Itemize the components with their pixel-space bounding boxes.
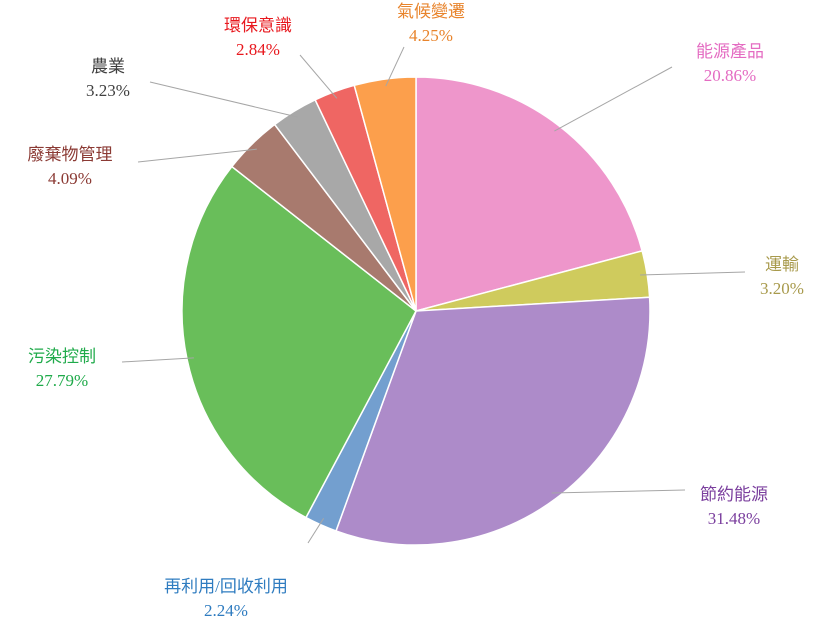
slice-label-value-6: 4.09% <box>48 169 92 188</box>
slice-label-value-4: 2.24% <box>204 601 248 620</box>
pie-slice-5 <box>181 165 417 519</box>
slice-label-value-3: 31.48% <box>708 509 760 528</box>
slice-labels: 能源產品 20.86% 運輸 3.20% 節約能源 31.48% 再利用/回收利用 2.24%… <box>28 2 804 620</box>
leader-line-6 <box>137 148 257 163</box>
slice-label-value-2: 3.20% <box>760 279 804 298</box>
leader-line-8 <box>299 54 338 99</box>
leader-line-4 <box>307 518 325 544</box>
slice-label-name-3: 節約能源 <box>700 485 768 504</box>
slice-label-name-9: 氣候變遷 <box>397 2 465 21</box>
slice-label-value-7: 3.23% <box>86 81 130 100</box>
pie-slices <box>181 76 651 546</box>
slice-label-value-1: 20.86% <box>704 66 756 85</box>
leader-line-5 <box>121 357 194 363</box>
slice-label-value-5: 27.79% <box>36 371 88 390</box>
leader-line-7 <box>149 81 299 118</box>
leader-line-3 <box>551 489 686 494</box>
slice-label-name-8: 環保意識 <box>224 16 292 35</box>
slice-label-name-1: 能源產品 <box>696 42 764 61</box>
slice-label-name-7: 農業 <box>91 57 125 76</box>
slice-label-name-5: 污染控制 <box>28 347 96 366</box>
leader-lines <box>121 46 746 544</box>
pie-slice-9 <box>353 76 417 312</box>
pie-slice-3 <box>335 296 651 546</box>
pie-slice-1 <box>415 76 644 312</box>
leader-line-1 <box>554 66 673 132</box>
slice-label-value-9: 4.25% <box>409 26 453 45</box>
slice-label-name-2: 運輸 <box>765 255 799 274</box>
leader-line-2 <box>640 271 746 276</box>
slice-label-name-6: 廢棄物管理 <box>28 145 113 164</box>
slice-label-value-8: 2.84% <box>236 40 280 59</box>
leader-line-9 <box>385 46 405 87</box>
slice-label-name-4: 再利用/回收利用 <box>164 577 288 596</box>
